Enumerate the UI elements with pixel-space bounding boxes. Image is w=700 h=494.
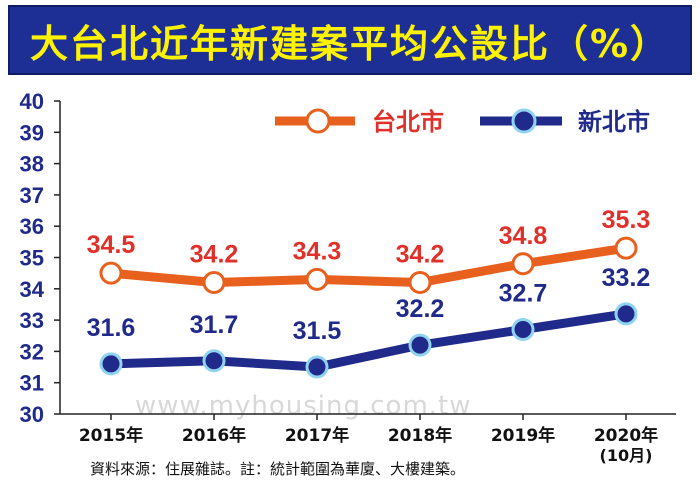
- y-tick-label: 40: [20, 89, 44, 114]
- x-tick-label: 2019年: [491, 425, 555, 446]
- data-label-new-taipei: 33.2: [602, 264, 651, 292]
- x-tick-label: 2017年: [285, 425, 349, 446]
- data-label-new-taipei: 31.7: [190, 311, 239, 339]
- data-point-new-taipei: [305, 355, 329, 379]
- y-tick-label: 38: [20, 152, 44, 177]
- source-note: 資料來源：住展雜誌。註：統計範圍為華廈、大樓建築。: [90, 460, 466, 478]
- data-point-new-taipei: [202, 349, 226, 373]
- data-point-taipei: [408, 271, 432, 295]
- data-point-taipei: [305, 267, 329, 291]
- chart-title: 大台北近年新建案平均公設比（%）: [29, 21, 671, 66]
- data-label-new-taipei: 31.5: [293, 317, 342, 345]
- data-label-new-taipei: 31.6: [87, 314, 136, 342]
- chart-title-banner: 大台北近年新建案平均公設比（%）: [8, 5, 692, 75]
- legend-marker-new-taipei: [511, 108, 537, 134]
- legend-marker-taipei: [305, 108, 331, 134]
- data-label-new-taipei: 32.7: [499, 279, 548, 307]
- data-point-new-taipei: [614, 302, 638, 326]
- y-tick-label: 31: [20, 371, 44, 396]
- y-tick-label: 35: [20, 246, 44, 271]
- y-tick-label: 34: [20, 277, 45, 302]
- data-label-taipei: 34.3: [293, 237, 342, 265]
- data-point-taipei: [614, 236, 638, 260]
- data-point-new-taipei: [408, 333, 432, 357]
- data-label-taipei: 34.8: [499, 222, 548, 250]
- data-label-taipei: 34.5: [87, 231, 136, 259]
- data-point-new-taipei: [99, 352, 123, 376]
- y-tick-label: 33: [20, 308, 44, 333]
- data-label-new-taipei: 32.2: [396, 295, 445, 323]
- series-line-new-taipei: [110, 309, 627, 372]
- legend-label-taipei: 台北市: [372, 108, 444, 136]
- x-tick-sublabel: (10月): [600, 446, 653, 465]
- x-tick-label: 2020年: [594, 425, 658, 446]
- series-line-taipei: [110, 243, 627, 288]
- data-point-new-taipei: [511, 317, 535, 341]
- x-tick-label: 2016年: [182, 425, 246, 446]
- x-tick-label: 2015年: [79, 425, 143, 446]
- y-tick-label: 32: [20, 339, 44, 364]
- data-point-taipei: [99, 261, 123, 285]
- data-label-taipei: 34.2: [396, 241, 445, 269]
- x-tick-label: 2018年: [388, 425, 452, 446]
- y-tick-label: 30: [20, 402, 44, 427]
- data-label-taipei: 35.3: [602, 206, 651, 234]
- legend-label-new-taipei: 新北市: [578, 108, 650, 136]
- data-point-taipei: [511, 252, 535, 276]
- y-tick-label: 37: [20, 183, 44, 208]
- y-tick-label: 39: [20, 120, 44, 145]
- data-point-taipei: [202, 271, 226, 295]
- watermark: www.myhousing.com.tw: [135, 391, 472, 421]
- y-tick-label: 36: [20, 214, 44, 239]
- data-label-taipei: 34.2: [190, 241, 239, 269]
